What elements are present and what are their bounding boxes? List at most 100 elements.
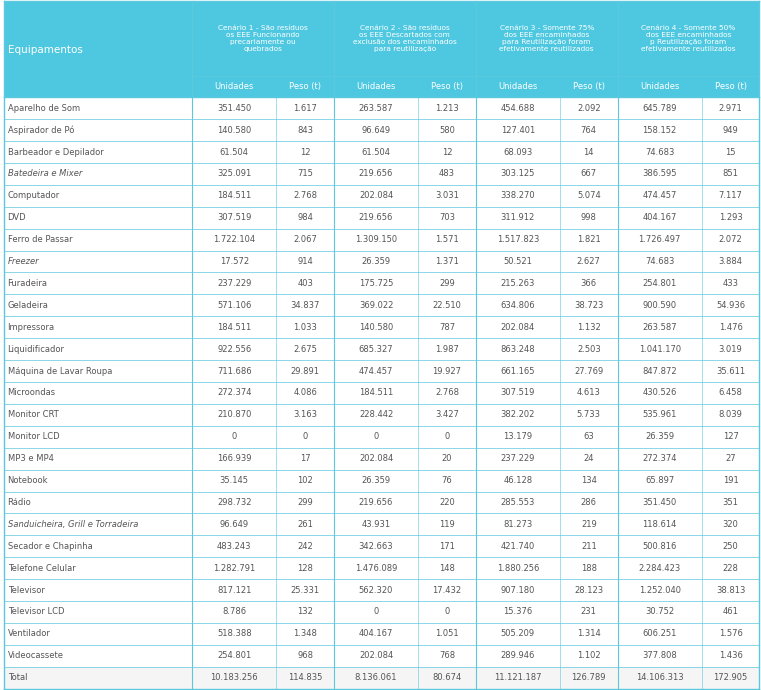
Text: 80.674: 80.674 <box>432 673 462 682</box>
Text: 1.282.791: 1.282.791 <box>213 564 256 573</box>
Text: Cenário 4 - Somente 50%
dos EEE encaminhados
p Reutilização foram
efetivamente r: Cenário 4 - Somente 50% dos EEE encaminh… <box>642 25 736 52</box>
Text: 17.432: 17.432 <box>432 586 461 595</box>
Text: Televisor LCD: Televisor LCD <box>8 607 64 616</box>
Text: 847.872: 847.872 <box>642 366 677 375</box>
Text: 219.656: 219.656 <box>359 170 393 179</box>
Text: 1.476: 1.476 <box>718 323 743 332</box>
Text: Peso (t): Peso (t) <box>431 82 463 91</box>
Text: 984: 984 <box>298 213 313 222</box>
Text: 2.067: 2.067 <box>293 235 317 244</box>
Text: 15: 15 <box>725 148 736 157</box>
Bar <box>4 207 759 228</box>
Text: 764: 764 <box>581 126 597 135</box>
Text: Peso (t): Peso (t) <box>573 82 605 91</box>
Text: 17: 17 <box>300 454 310 463</box>
Text: Aspirador de Pó: Aspirador de Pó <box>8 126 74 135</box>
Text: 1.371: 1.371 <box>435 257 459 266</box>
Text: 219: 219 <box>581 520 597 529</box>
Bar <box>4 513 759 535</box>
Text: 968: 968 <box>297 651 313 660</box>
Bar <box>4 623 759 645</box>
Text: 242: 242 <box>298 542 313 551</box>
Text: 24: 24 <box>584 454 594 463</box>
Text: 22.510: 22.510 <box>432 301 461 310</box>
Text: 74.683: 74.683 <box>645 148 674 157</box>
Text: 65.897: 65.897 <box>645 476 674 485</box>
Text: 254.801: 254.801 <box>217 651 251 660</box>
Text: 768: 768 <box>439 651 455 660</box>
Text: 307.519: 307.519 <box>501 388 535 397</box>
Text: 430.526: 430.526 <box>642 388 677 397</box>
Text: 26.359: 26.359 <box>645 432 674 442</box>
Text: Peso (t): Peso (t) <box>715 82 747 91</box>
Text: 2.503: 2.503 <box>577 344 600 354</box>
Text: Ferro de Passar: Ferro de Passar <box>8 235 72 244</box>
Text: 8.039: 8.039 <box>718 411 743 420</box>
Text: 483.243: 483.243 <box>217 542 251 551</box>
Text: 900.590: 900.590 <box>642 301 677 310</box>
Text: 505.209: 505.209 <box>501 629 535 638</box>
Text: 26.359: 26.359 <box>361 476 390 485</box>
Text: 263.587: 263.587 <box>358 104 393 112</box>
Text: Impressora: Impressora <box>8 323 55 332</box>
Text: 119: 119 <box>439 520 455 529</box>
Text: 325.091: 325.091 <box>217 170 251 179</box>
Text: 382.202: 382.202 <box>501 411 535 420</box>
Text: Barbeador e Depilador: Barbeador e Depilador <box>8 148 103 157</box>
Text: 76: 76 <box>441 476 452 485</box>
Text: Rádio: Rádio <box>8 498 31 507</box>
Text: 6.458: 6.458 <box>718 388 743 397</box>
Text: 3.163: 3.163 <box>293 411 317 420</box>
Text: 661.165: 661.165 <box>501 366 535 375</box>
Text: 303.125: 303.125 <box>501 170 535 179</box>
Text: 272.374: 272.374 <box>642 454 677 463</box>
Text: 535.961: 535.961 <box>642 411 677 420</box>
Bar <box>4 360 759 382</box>
Text: 27.769: 27.769 <box>574 366 603 375</box>
Text: 914: 914 <box>298 257 313 266</box>
Bar <box>4 382 759 404</box>
Text: 351.450: 351.450 <box>217 104 251 112</box>
Text: 1.293: 1.293 <box>718 213 743 222</box>
Text: 127.401: 127.401 <box>501 126 535 135</box>
Text: 4.086: 4.086 <box>293 388 317 397</box>
Text: 1.033: 1.033 <box>293 323 317 332</box>
Text: 126.789: 126.789 <box>572 673 606 682</box>
Text: 171: 171 <box>439 542 455 551</box>
Text: Unidades: Unidades <box>356 82 396 91</box>
Text: 50.521: 50.521 <box>504 257 532 266</box>
Text: Geladeira: Geladeira <box>8 301 49 310</box>
Text: Secador e Chapinha: Secador e Chapinha <box>8 542 92 551</box>
Bar <box>4 448 759 470</box>
Text: 907.180: 907.180 <box>501 586 535 595</box>
Text: 433: 433 <box>723 279 739 288</box>
Text: 342.663: 342.663 <box>358 542 393 551</box>
Text: 1.722.104: 1.722.104 <box>213 235 255 244</box>
Text: 237.229: 237.229 <box>217 279 251 288</box>
Text: Ventilador: Ventilador <box>8 629 50 638</box>
Text: 35.611: 35.611 <box>716 366 745 375</box>
Text: 43.931: 43.931 <box>361 520 390 529</box>
Text: 102: 102 <box>298 476 313 485</box>
Text: 580: 580 <box>439 126 455 135</box>
Bar <box>4 119 759 141</box>
Text: Unidades: Unidades <box>498 82 537 91</box>
Bar <box>4 250 759 273</box>
Text: 1.102: 1.102 <box>577 651 600 660</box>
Text: 1.051: 1.051 <box>435 629 459 638</box>
Text: 220: 220 <box>439 498 455 507</box>
Text: 404.167: 404.167 <box>642 213 677 222</box>
Bar <box>4 491 759 513</box>
Text: Equipamentos: Equipamentos <box>8 45 82 55</box>
Text: 403: 403 <box>298 279 313 288</box>
Text: 7.117: 7.117 <box>718 191 743 200</box>
Bar <box>4 645 759 667</box>
Text: Freezer: Freezer <box>8 257 40 266</box>
Text: 461: 461 <box>723 607 739 616</box>
Text: 634.806: 634.806 <box>501 301 535 310</box>
Bar <box>4 667 759 689</box>
Text: Cenário 2 - São resíduos
os EEE Descartados com
exclusão dos encaminhados
para r: Cenário 2 - São resíduos os EEE Descarta… <box>353 25 457 52</box>
Text: 8.786: 8.786 <box>222 607 247 616</box>
Text: 34.837: 34.837 <box>291 301 320 310</box>
Text: 12: 12 <box>441 148 452 157</box>
